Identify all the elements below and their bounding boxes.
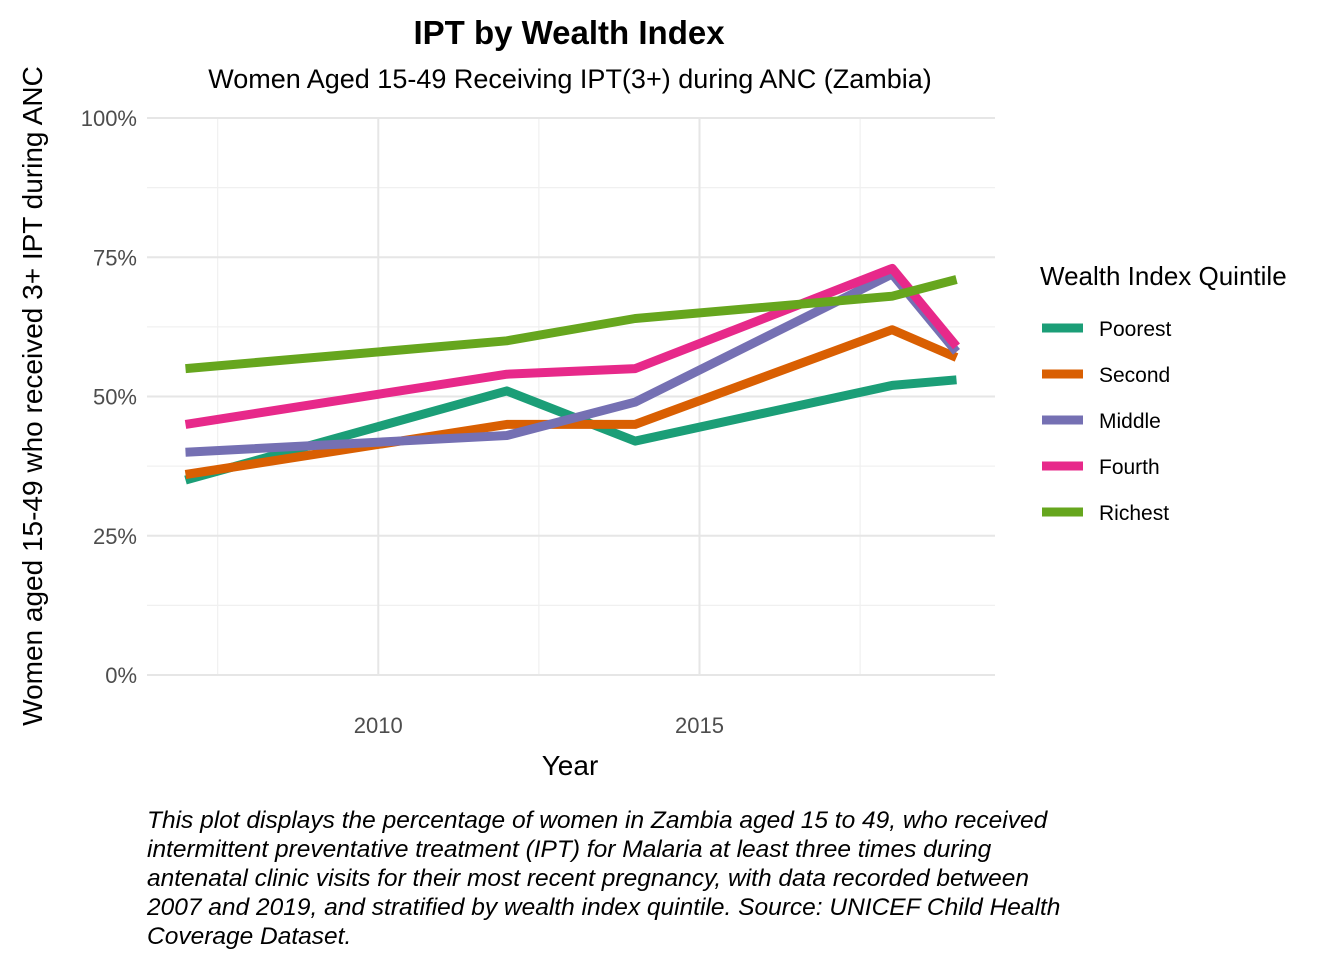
y-axis-title: Women aged 15-49 who received 3+ IPT dur… [17,66,48,726]
y-tick-label: 75% [93,245,137,270]
y-tick-label: 0% [105,663,137,688]
y-axis-ticks: 0% 25% 50% 75% 100% [81,106,137,688]
chart-caption: This plot displays the percentage of wom… [147,807,1061,950]
chart-title: IPT by Wealth Index [413,14,725,51]
x-tick-label: 2010 [354,713,403,738]
series-line-poorest [184,375,957,485]
series-line-richest [185,275,958,374]
chart-subtitle: Women Aged 15-49 Receiving IPT(3+) durin… [208,64,932,94]
legend-label-middle: Middle [1099,410,1161,433]
x-axis-title: Year [542,750,599,781]
legend-title: Wealth Index Quintile [1040,261,1287,291]
legend-label-second: Second [1099,364,1170,387]
legend-label-fourth: Fourth [1099,456,1160,479]
legend: Wealth Index Quintile Poorest Second Middl… [1040,261,1287,525]
y-tick-label: 25% [93,524,137,549]
legend-label-poorest: Poorest [1099,318,1172,341]
legend-label-richest: Richest [1099,502,1169,525]
y-tick-label: 100% [81,106,137,131]
series-lines [184,263,960,485]
x-tick-label: 2015 [675,713,724,738]
grid [147,117,995,676]
y-tick-label: 50% [93,385,137,410]
x-axis-ticks: 2010 2015 [354,713,724,738]
